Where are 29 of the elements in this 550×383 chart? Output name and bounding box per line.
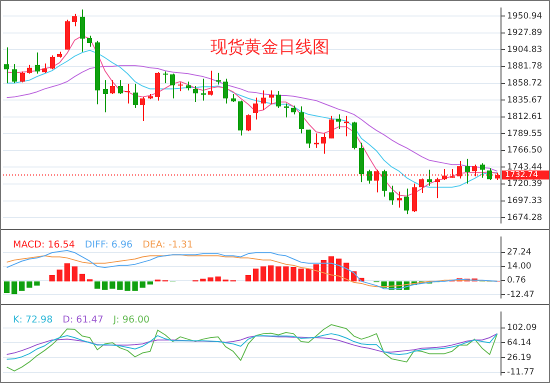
y-tick-label: 27.24 <box>507 248 532 258</box>
y-tick-label: 1812.61 <box>507 112 542 122</box>
y-tick-label: 1950.94 <box>507 11 542 22</box>
series-label: DEA: -1.31 <box>142 240 194 251</box>
series-label: K: 72.98 <box>13 314 53 326</box>
y-tick-label: 1904.83 <box>507 44 542 55</box>
y-tick-label: 26.19 <box>507 352 532 363</box>
y-tick-label: 102.09 <box>507 322 537 333</box>
text: 现货黄金日线图 <box>210 38 330 58</box>
series-label: J: 96.00 <box>112 314 150 326</box>
y-tick-label: 1927.89 <box>507 28 542 38</box>
y-tick-label: 1743.44 <box>507 162 542 172</box>
y-tick-label: 1766.50 <box>507 146 542 156</box>
y-tick-label: -11.77 <box>507 368 534 378</box>
y-tick-label: 1858.72 <box>507 78 542 89</box>
ref-line-label: 1732.74 <box>505 170 538 180</box>
y-tick-label: 0.76 <box>507 276 526 286</box>
y-tick-label: 1835.67 <box>507 95 542 106</box>
series-label: MACD: 16.54 <box>13 240 75 251</box>
y-tick-label: 64.14 <box>507 338 532 348</box>
y-tick-label: 14.00 <box>507 262 532 272</box>
y-tick-label: 1720.39 <box>507 179 542 190</box>
y-tick-label: 1697.33 <box>507 196 542 206</box>
series-label: D: 61.47 <box>62 314 104 326</box>
series-label: DIFF: 6.96 <box>84 240 133 251</box>
y-tick-label: -12.47 <box>507 290 534 300</box>
y-tick-label: 1674.28 <box>507 212 542 223</box>
y-tick-label: 1789.55 <box>507 128 542 139</box>
y-tick-label: 1881.78 <box>507 62 542 72</box>
